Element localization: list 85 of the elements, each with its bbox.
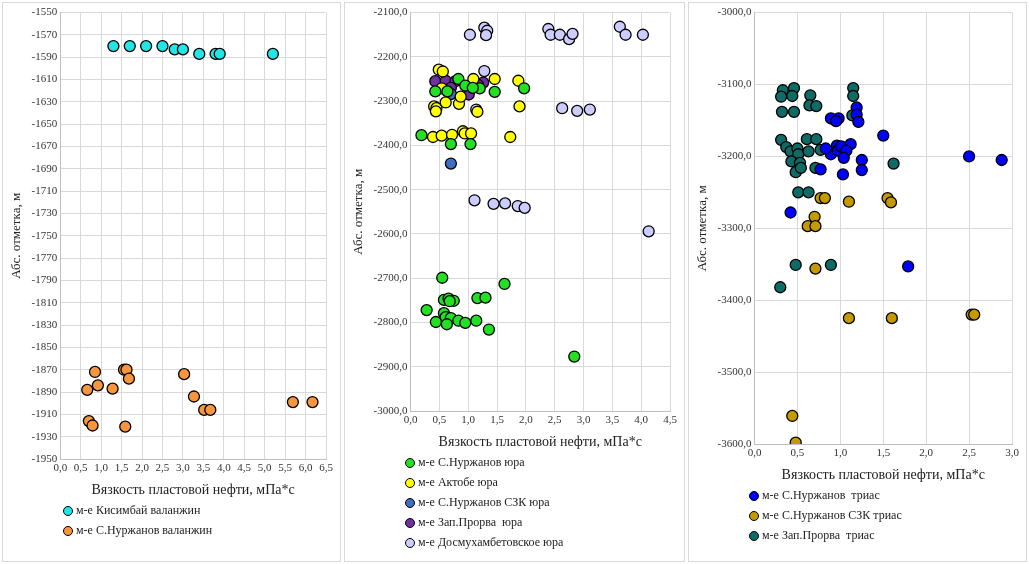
x-tick-label: 2,0 [518, 413, 534, 426]
x-tick-label: 1,0 [461, 413, 476, 426]
y-tick-label: -2800,0 [373, 315, 408, 328]
y-tick-label: -2200,0 [373, 49, 408, 62]
legend-label: м-е Актобе юра [418, 475, 498, 490]
x-tick-label: 0,5 [432, 413, 447, 426]
y-tick-label: -2900,0 [373, 359, 408, 372]
legend-label: м-е С.Нуржанов СЗК триас [762, 508, 902, 523]
y-tick-label: -1830 [31, 317, 58, 330]
y-tick-label: -2500,0 [373, 182, 408, 195]
x-tick-label: 0,0 [403, 413, 418, 426]
x-tick-label: 2,5 [547, 413, 563, 426]
x-tick-label: 0,0 [53, 461, 68, 474]
x-tick-label: 5,5 [278, 461, 293, 474]
x-axis-title: Вязкость пластовой нефти, мПа*с [438, 434, 642, 450]
x-tick-label: 1,5 [490, 413, 505, 426]
x-tick-label: 6,0 [298, 461, 313, 474]
y-tick-label: -3600,0 [717, 436, 752, 449]
x-tick-label: 5,0 [257, 461, 273, 474]
y-tick-label: -1650 [31, 117, 58, 130]
x-tick-label: 0,5 [73, 461, 89, 474]
y-tick-label: -3000,0 [373, 403, 408, 416]
x-tick-label: 3,0 [1005, 446, 1020, 459]
x-tick-label: 4,5 [663, 413, 678, 426]
x-axis-title: Вязкость пластовой нефти, мПа*с [91, 482, 295, 498]
y-tick-label: -1730 [31, 206, 58, 219]
y-tick-label: -2400,0 [373, 138, 408, 151]
x-tick-label: 3,0 [576, 413, 591, 426]
y-tick-label: -3400,0 [717, 293, 752, 306]
x-tick-label: 0,0 [747, 446, 762, 459]
x-tick-label: 2,0 [135, 461, 150, 474]
x-tick-label: 1,0 [833, 446, 848, 459]
y-tick-label: -2300,0 [373, 94, 408, 107]
legend-label: м-е Кисимбай валанжин [76, 503, 201, 518]
y-tick-label: -2700,0 [373, 271, 408, 284]
x-tick-label: 3,5 [605, 413, 620, 426]
x-tick-label: 2,5 [155, 461, 170, 474]
x-tick-label: 1,0 [94, 461, 109, 474]
x-tick-label: 4,0 [216, 461, 232, 474]
y-tick-label: -2100,0 [373, 5, 408, 18]
y-tick-label: -1950 [31, 451, 58, 464]
x-tick-label: 3,5 [196, 461, 211, 474]
legend-label: м-е С.Нуржанов юра [418, 455, 525, 470]
y-tick-label: -1890 [31, 384, 58, 397]
x-tick-label: 4,5 [237, 461, 252, 474]
x-tick-label: 2,5 [962, 446, 977, 459]
y-tick-label: -1870 [31, 362, 58, 375]
y-tick-label: -2600,0 [373, 226, 408, 239]
legend-label: м-е С.Нуржанов триас [762, 488, 880, 503]
y-tick-label: -1770 [31, 251, 58, 264]
y-tick-label: -3100,0 [717, 77, 752, 90]
x-axis-title: Вязкость пластовой нефти, мПа*с [781, 467, 985, 483]
x-tick-label: 6,5 [319, 461, 334, 474]
y-tick-label: -1930 [31, 429, 58, 442]
y-tick-label: -1810 [31, 295, 58, 308]
y-tick-label: -1550 [31, 5, 58, 18]
y-tick-label: -3200,0 [717, 149, 752, 162]
y-tick-label: -1850 [31, 340, 58, 353]
y-tick-label: -1790 [31, 273, 58, 286]
x-tick-label: 2,0 [919, 446, 934, 459]
x-tick-label: 1,5 [876, 446, 891, 459]
y-tick-label: -1670 [31, 139, 58, 152]
x-tick-label: 0,5 [790, 446, 805, 459]
x-tick-label: 4,0 [634, 413, 649, 426]
legend-label: м-е Зап.Прорва юра [418, 515, 523, 530]
y-tick-label: -1610 [31, 72, 58, 85]
y-tick-label: -3000,0 [717, 5, 752, 18]
y-tick-label: -1690 [31, 161, 58, 174]
legend-label: м-е С.Нуржанов СЗК юра [418, 495, 550, 510]
y-axis-title: Абс. отметка, м [8, 192, 24, 279]
x-tick-label: 3,0 [176, 461, 191, 474]
legend-label: м-е Зап.Прорва триас [762, 528, 875, 543]
y-tick-label: -1570 [31, 27, 58, 40]
y-axis-title: Абс. отметка, м [350, 168, 366, 255]
y-tick-label: -1710 [31, 184, 58, 197]
legend-label: м-е Досмухамбетовское юра [418, 535, 564, 550]
y-tick-label: -1630 [31, 94, 58, 107]
y-axis-title: Абс. отметка, м [694, 185, 710, 272]
x-tick-label: 1,5 [114, 461, 129, 474]
legend-label: м-е С.Нуржанов валанжин [76, 523, 213, 538]
y-tick-label: -1590 [31, 50, 58, 63]
y-tick-label: -3500,0 [717, 364, 752, 377]
y-tick-label: -3300,0 [717, 221, 752, 234]
y-tick-label: -1750 [31, 228, 58, 241]
y-tick-label: -1910 [31, 407, 58, 420]
